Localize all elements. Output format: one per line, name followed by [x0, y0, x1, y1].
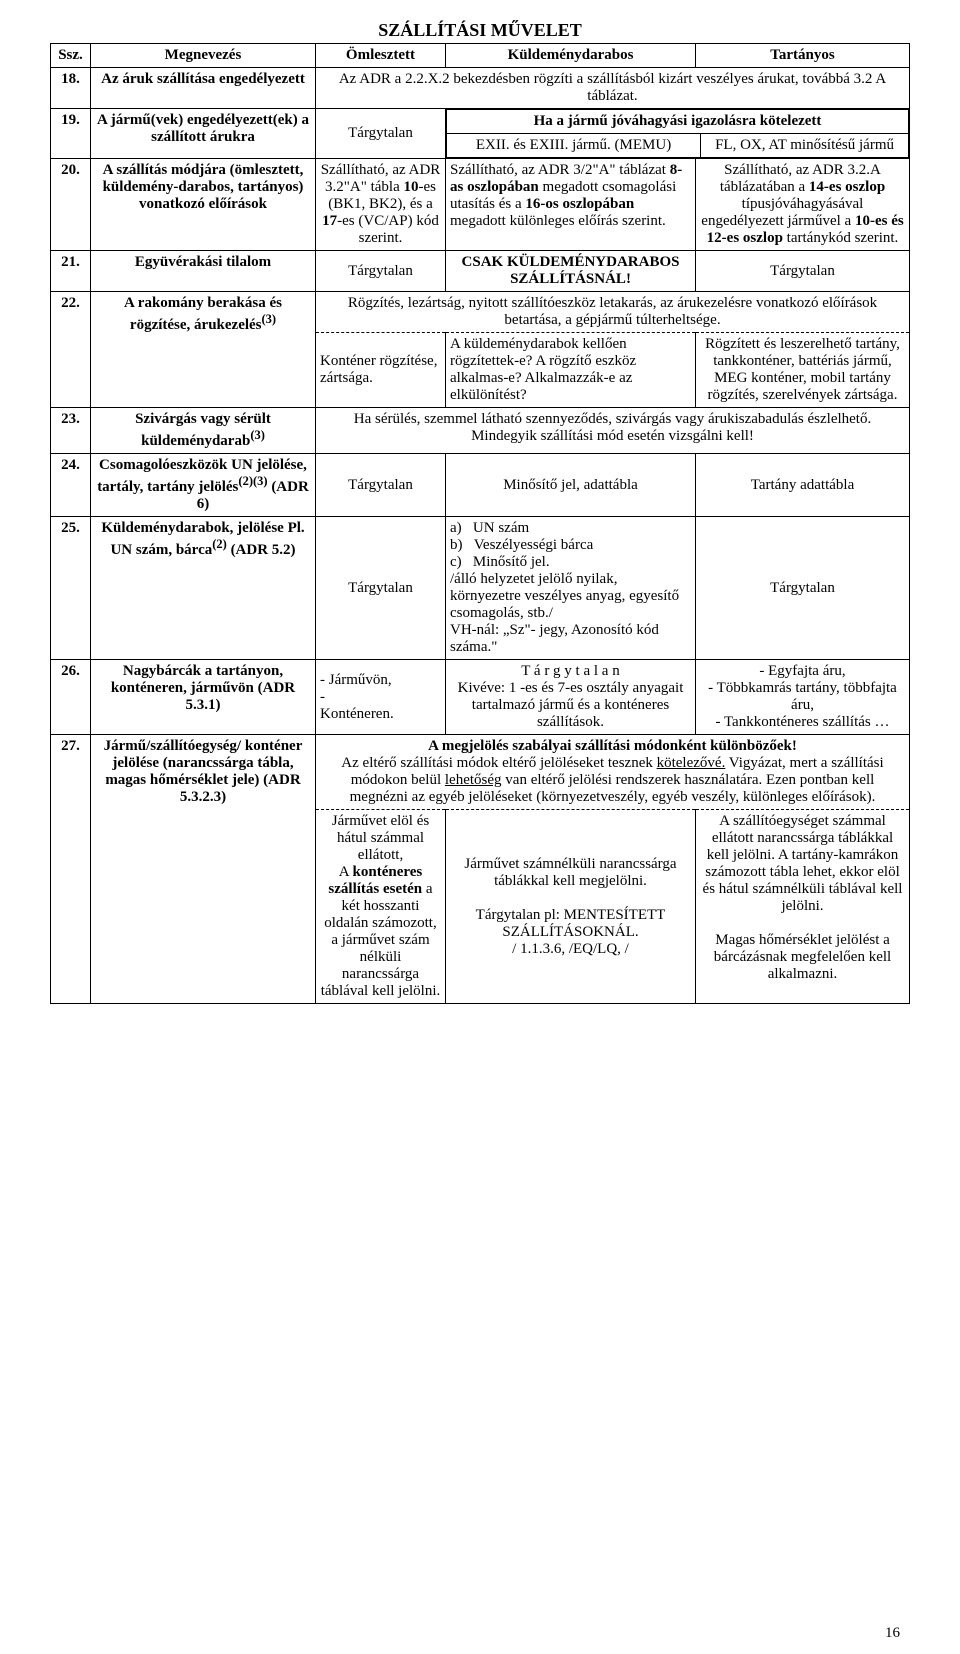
row-21: 21. Együvérakási tilalom Tárgytalan CSAK…: [51, 251, 910, 292]
page-title: SZÁLLÍTÁSI MŰVELET: [50, 20, 910, 41]
cell-25-tar: Tárgytalan: [696, 517, 910, 660]
row-27a: 27. Jármű/szállítóegység/ konténer jelöl…: [51, 735, 910, 810]
cell-19-tar: FL, OX, AT minősítésű jármű: [701, 134, 909, 158]
cell-19-oml: Tárgytalan: [316, 109, 446, 159]
cell-20-kul: Szállítható, az ADR 3/2"A" táblázat 8-as…: [446, 159, 696, 251]
cell-20-n: 20.: [51, 159, 91, 251]
cell-19-n: 19.: [51, 109, 91, 159]
cell-22-meg: A rakomány berakása és rögzítése, árukez…: [91, 292, 316, 408]
row-24: 24. Csomagolóeszközök UN jelölése, tartá…: [51, 454, 910, 517]
th-oml: Ömlesztett: [316, 44, 446, 68]
cell-18-n: 18.: [51, 68, 91, 109]
cell-26-meg: Nagybárcák a tartányon, konténeren, járm…: [91, 660, 316, 735]
th-kul: Küldeménydarabos: [446, 44, 696, 68]
cell-27-kul2: Járművet számnélküli narancssárga táblák…: [446, 810, 696, 1004]
row-22a: 22. A rakomány berakása és rögzítése, ár…: [51, 292, 910, 333]
row-18: 18. Az áruk szállítása engedélyezett Az …: [51, 68, 910, 109]
th-ssz: Ssz.: [51, 44, 91, 68]
cell-27-n: 27.: [51, 735, 91, 1004]
cell-23-n: 23.: [51, 408, 91, 454]
cell-24-tar: Tartány adattábla: [696, 454, 910, 517]
cell-22-tar2: Rögzített és leszerelhető tartány, tankk…: [696, 333, 910, 408]
page: SZÁLLÍTÁSI MŰVELET Ssz. Megnevezés Ömles…: [0, 0, 960, 1654]
cell-18-body: Az ADR a 2.2.X.2 bekezdésben rögzíti a s…: [316, 68, 910, 109]
cell-27-meg: Jármű/szállítóegység/ konténer jelölése …: [91, 735, 316, 1004]
cell-24-kul: Minősítő jel, adattábla: [446, 454, 696, 517]
cell-26-n: 26.: [51, 660, 91, 735]
cell-20-tar: Szállítható, az ADR 3.2.A táblázatában a…: [696, 159, 910, 251]
row-23: 23. Szivárgás vagy sérült küldeménydarab…: [51, 408, 910, 454]
cell-19-kul: EXII. és EXIII. jármű. (MEMU): [447, 134, 701, 158]
page-number: 16: [885, 1625, 900, 1642]
cell-19-span: Ha a jármű jóváhagyási igazolásra kötele…: [447, 110, 909, 134]
cell-23-meg: Szivárgás vagy sérült küldeménydarab(3): [91, 408, 316, 454]
th-meg: Megnevezés: [91, 44, 316, 68]
cell-27-tar2: A szállítóegységet számmal ellátott nara…: [696, 810, 910, 1004]
cell-21-kul: CSAK KÜLDEMÉNYDARABOS SZÁLLÍTÁSNÁL!: [446, 251, 696, 292]
cell-26-tar: - Egyfajta áru,- Többkamrás tartány, töb…: [696, 660, 910, 735]
row-19: 19. A jármű(vek) engedélyezett(ek) a szá…: [51, 109, 910, 159]
cell-23-span: Ha sérülés, szemmel látható szennyeződés…: [316, 408, 910, 454]
cell-25-n: 25.: [51, 517, 91, 660]
cell-22-kul2: A küldeménydarabok kellően rögzítettek-e…: [446, 333, 696, 408]
row-26: 26. Nagybárcák a tartányon, konténeren, …: [51, 660, 910, 735]
th-tar: Tartányos: [696, 44, 910, 68]
cell-19-right: Ha a jármű jóváhagyási igazolásra kötele…: [446, 109, 910, 159]
cell-19-meg: A jármű(vek) engedélyezett(ek) a szállít…: [91, 109, 316, 159]
table-header-row: Ssz. Megnevezés Ömlesztett Küldeménydara…: [51, 44, 910, 68]
cell-20-oml: Szállítható, az ADR 3.2"A" tábla 10-es (…: [316, 159, 446, 251]
row-20: 20. A szállítás módjára (ömlesztett, kül…: [51, 159, 910, 251]
main-table: Ssz. Megnevezés Ömlesztett Küldeménydara…: [50, 43, 910, 1004]
cell-24-n: 24.: [51, 454, 91, 517]
cell-21-meg: Együvérakási tilalom: [91, 251, 316, 292]
cell-22-oml2: Konténer rögzítése, zártsága.: [316, 333, 446, 408]
cell-24-oml: Tárgytalan: [316, 454, 446, 517]
cell-21-tar: Tárgytalan: [696, 251, 910, 292]
cell-20-meg: A szállítás módjára (ömlesztett, küldemé…: [91, 159, 316, 251]
cell-25-oml: Tárgytalan: [316, 517, 446, 660]
cell-27-span: A megjelölés szabályai szállítási módonk…: [316, 735, 910, 810]
cell-25-kul: a) UN számb) Veszélyességi bárcac) Minős…: [446, 517, 696, 660]
cell-22-span: Rögzítés, lezártság, nyitott szállítóesz…: [316, 292, 910, 333]
cell-26-kul: T á r g y t a l a nKivéve: 1 -es és 7-es…: [446, 660, 696, 735]
cell-21-oml: Tárgytalan: [316, 251, 446, 292]
cell-26-oml: - Járművön,-Konténeren.: [316, 660, 446, 735]
row-25: 25. Küldeménydarabok, jelölése Pl. UN sz…: [51, 517, 910, 660]
cell-25-meg: Küldeménydarabok, jelölése Pl. UN szám, …: [91, 517, 316, 660]
cell-22-n: 22.: [51, 292, 91, 408]
cell-27-oml2: Járművet elöl és hátul számmal ellátott,…: [316, 810, 446, 1004]
cell-21-n: 21.: [51, 251, 91, 292]
cell-24-meg: Csomagolóeszközök UN jelölése, tartály, …: [91, 454, 316, 517]
cell-18-meg: Az áruk szállítása engedélyezett: [91, 68, 316, 109]
